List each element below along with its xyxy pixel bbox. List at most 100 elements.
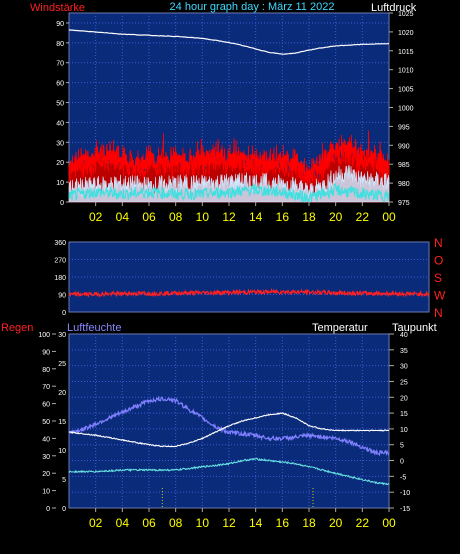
- wind-time-tick-label: 14: [249, 210, 263, 224]
- direction-tick-label: 0: [62, 310, 66, 317]
- temperature-temperatur: [68, 412, 390, 448]
- lower-time-tick-label: 00: [382, 516, 396, 530]
- wind-time-tick-label: 22: [356, 210, 370, 224]
- direction-tick-label: 360: [54, 240, 66, 247]
- pressure-tick-label: 1000: [398, 106, 414, 113]
- humidity-tick-label: 10: [58, 448, 66, 455]
- wind-time-tick-label: 08: [169, 210, 183, 224]
- direction-windrichtung: [68, 287, 430, 298]
- direction-panel-grid: [69, 259, 429, 295]
- temperature-tick-label: 20: [400, 395, 408, 402]
- rain-axis-title: Regen: [1, 322, 33, 334]
- wind-time-tick-label: 12: [222, 210, 236, 224]
- rain-axis: 0 10 20 30 40 50 60 70 80 90 100: [38, 332, 56, 513]
- direction-tick-label: 90: [58, 293, 66, 300]
- temperature-tick-label: 5: [400, 443, 404, 450]
- compass-letter: N: [434, 236, 443, 250]
- wind-speed-tick-label: 70: [56, 61, 64, 68]
- temperature-tick-label: 30: [400, 364, 408, 371]
- lower-time-tick-label: 08: [169, 516, 183, 530]
- rain-tick-label: 40: [42, 436, 50, 443]
- lower-series: [68, 395, 390, 508]
- rain-tick-label: 0: [46, 506, 50, 513]
- compass-letter: S: [434, 271, 442, 285]
- lower-time-tick-label: 16: [276, 516, 290, 530]
- lower-time-tick-label: 04: [116, 516, 130, 530]
- lower-time-tick-label: 18: [302, 516, 316, 530]
- rain-tick-label: 80: [42, 367, 50, 374]
- temperature-tick-label: 40: [400, 332, 408, 339]
- humidity-axis: 0 5 10 15 20 25 30: [58, 332, 66, 513]
- lower-time-tick-label: 12: [222, 516, 236, 530]
- chart-title: 24 hour graph day : März 11 2022: [170, 1, 335, 13]
- pressure-axis: 975 980 985 990 995 1000 1005 1010 1015 1020 1025: [389, 11, 414, 207]
- wind-time-tick-label: 20: [329, 210, 343, 224]
- dewpoint-axis-title: Taupunkt: [392, 322, 437, 334]
- wind-time-tick-label: 18: [302, 210, 316, 224]
- wind-time-tick-label: 06: [142, 210, 156, 224]
- wind-series: [68, 29, 390, 203]
- rain-tick-label: 20: [42, 471, 50, 478]
- pressure-tick-label: 975: [398, 200, 410, 207]
- pressure-tick-label: 1025: [398, 11, 414, 18]
- rain-tick-label: 90: [42, 349, 50, 356]
- compass-letter: N: [434, 306, 443, 320]
- wind-time-tick-label: 16: [276, 210, 290, 224]
- lower-time-tick-label: 06: [142, 516, 156, 530]
- lower-time-tick-label: 02: [89, 516, 103, 530]
- pressure-axis-title: Luftdruck: [371, 2, 417, 14]
- wind-speed-windgeschwindigkeit: [68, 182, 390, 203]
- temperature-tick-label: 25: [400, 379, 408, 386]
- direction-series: [68, 287, 430, 298]
- humidity-tick-label: 30: [58, 332, 66, 339]
- temperature-tick-label: -5: [400, 474, 406, 481]
- wind-speed-tick-label: 30: [56, 140, 64, 147]
- temperature-axis: -15 -10 -5 0 5 10 15 20 25 30 35 40: [389, 332, 410, 513]
- lower-time-tick-label: 20: [329, 516, 343, 530]
- direction-tick-label: 270: [54, 258, 66, 265]
- wind-time-tick-label: 02: [89, 210, 103, 224]
- temperature-axis-title: Temperatur: [312, 322, 368, 334]
- temperature-tick-label: 35: [400, 348, 408, 355]
- pressure-tick-label: 995: [398, 124, 410, 131]
- pressure-tick-label: 990: [398, 143, 410, 150]
- rain-tick-label: 100: [38, 332, 50, 339]
- rain-tick-label: 50: [42, 419, 50, 426]
- rain-tick-label: 10: [42, 489, 50, 496]
- humidity-tick-label: 25: [58, 361, 66, 368]
- pressure-tick-label: 985: [398, 162, 410, 169]
- direction-tick-label: 180: [54, 275, 66, 282]
- wind-speed-axis: 0 10 20 30 40 50 60 70 80 90: [56, 21, 69, 207]
- temperature-tick-label: -15: [400, 506, 410, 513]
- temperature-tick-label: 15: [400, 411, 408, 418]
- rain-tick-label: 30: [42, 454, 50, 461]
- wind-speed-tick-label: 60: [56, 81, 64, 88]
- wind-panel-time-axis: 02 04 06 08 10 12 14 16 18 20 22 00: [89, 202, 396, 224]
- pressure-tick-label: 1010: [398, 68, 414, 75]
- humidity-tick-label: 15: [58, 419, 66, 426]
- humidity-axis-title: Luftfeuchte: [67, 322, 121, 334]
- temperature-tick-label: 0: [400, 459, 404, 466]
- wind-speed-tick-label: 40: [56, 120, 64, 127]
- lower-time-tick-label: 22: [356, 516, 370, 530]
- humidity-tick-label: 0: [62, 506, 66, 513]
- lower-panel-time-axis: 02 04 06 08 10 12 14 16 18 20 22 00: [89, 508, 396, 530]
- wind-time-tick-label: 00: [382, 210, 396, 224]
- wind-speed-tick-label: 0: [60, 200, 64, 207]
- pressure-luftdruck: [69, 29, 390, 55]
- temperature-tick-label: -10: [400, 490, 410, 497]
- direction-degree-axis: 0 90 180 270 360: [54, 240, 66, 317]
- compass-letter: O: [434, 254, 443, 268]
- compass-letter: W: [434, 289, 446, 303]
- wind-strength-mean-line: [68, 141, 390, 183]
- lower-time-tick-label: 14: [249, 516, 263, 530]
- lower-time-tick-label: 10: [196, 516, 210, 530]
- wind-speed-tick-label: 90: [56, 21, 64, 28]
- wind-speed-tick-label: 50: [56, 101, 64, 108]
- pressure-tick-label: 1015: [398, 49, 414, 56]
